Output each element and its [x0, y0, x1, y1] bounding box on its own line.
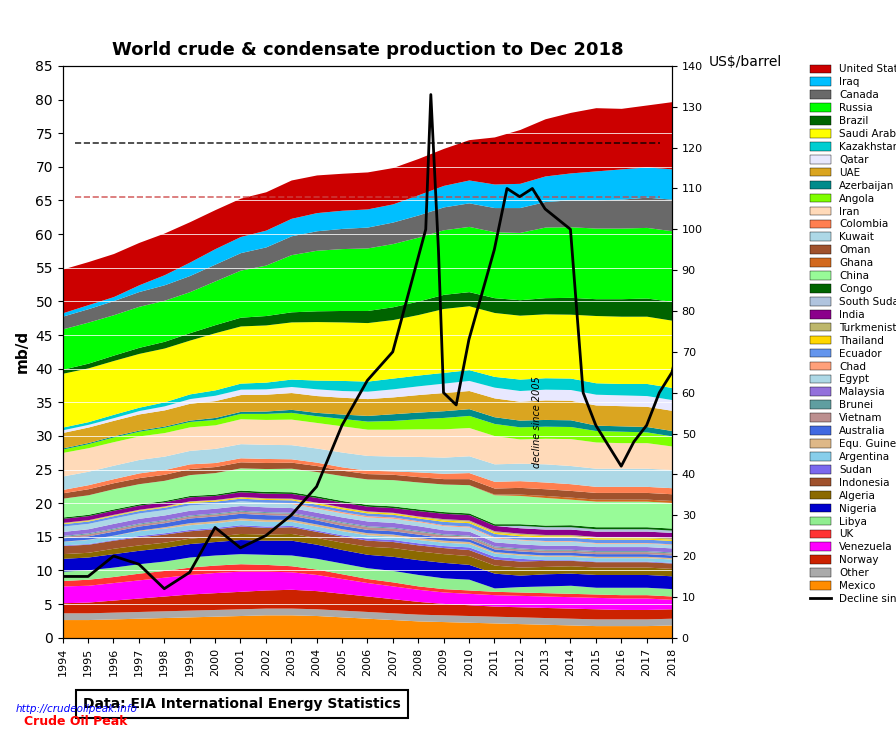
Text: Data: EIA International Energy Statistics: Data: EIA International Energy Statistic… — [83, 696, 401, 711]
Text: http://crudeoilpeak.info: http://crudeoilpeak.info — [15, 704, 137, 714]
Text: decline since 2005: decline since 2005 — [532, 377, 542, 468]
Y-axis label: US$/barrel: US$/barrel — [709, 54, 781, 68]
Legend: United States, Iraq, Canada, Russia, Brazil, Saudi Arabia, Kazakhstan, Qatar, UA: United States, Iraq, Canada, Russia, Bra… — [806, 60, 896, 608]
Text: Crude Oil Peak: Crude Oil Peak — [24, 715, 128, 728]
Y-axis label: mb/d: mb/d — [15, 331, 30, 373]
Title: World crude & condensate production to Dec 2018: World crude & condensate production to D… — [111, 41, 624, 59]
